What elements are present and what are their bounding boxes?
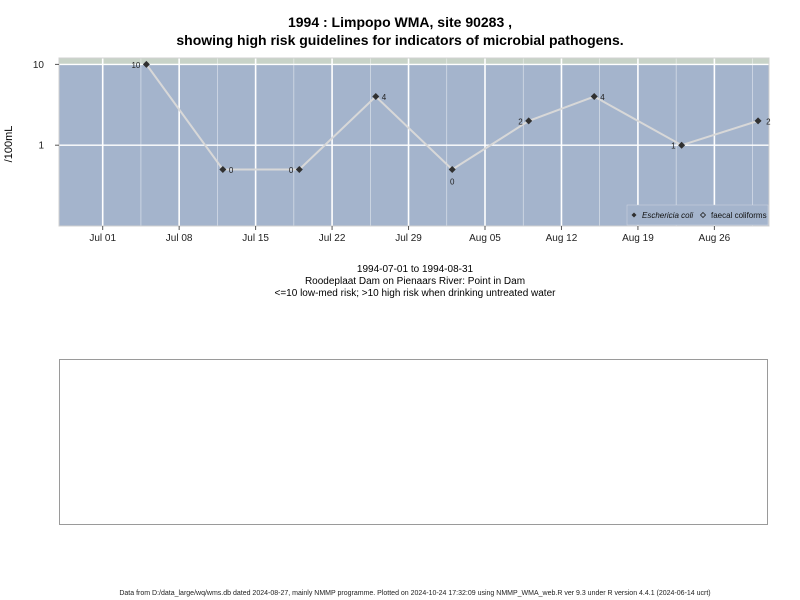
x-tick-label: Aug 19 — [622, 233, 654, 244]
x-tick-label: Jul 08 — [166, 233, 193, 244]
x-tick-label: Jul 01 — [89, 233, 116, 244]
data-point — [525, 117, 533, 125]
y-axis-label: /100mL — [3, 126, 15, 163]
data-point — [590, 93, 598, 101]
data-point — [372, 93, 380, 101]
data-label: 4 — [600, 93, 605, 102]
data-point — [219, 166, 227, 174]
x-tick-label: Aug 05 — [469, 233, 501, 244]
x-tick-label: Jul 29 — [395, 233, 422, 244]
data-label: 0 — [229, 166, 234, 175]
legend-marker-faecal — [699, 211, 707, 219]
data-point — [754, 117, 762, 125]
data-label: 2 — [766, 117, 771, 126]
data-point — [142, 60, 150, 68]
plot-border — [58, 57, 770, 227]
x-tick-label: Aug 12 — [546, 233, 578, 244]
footer-note: Data from D:/data_large/wq/wms.db dated … — [119, 590, 711, 597]
data-point — [448, 166, 456, 174]
data-label: 2 — [518, 117, 523, 126]
y-tick-label: 1 — [38, 141, 44, 152]
data-label: 4 — [382, 93, 387, 102]
empty-panel — [59, 359, 768, 525]
legend-label-ecoli: Eschericia coli — [642, 211, 693, 220]
legend-marker-ecoli — [631, 212, 637, 218]
data-label: 10 — [131, 61, 140, 70]
data-label: 0 — [450, 178, 455, 187]
caption-date-range: 1994-07-01 to 1994-08-31 — [356, 264, 474, 275]
legend-label-faecal: faecal coliforms — [711, 211, 767, 220]
plot-background — [59, 58, 769, 226]
high-risk-band — [59, 58, 769, 65]
chart-title-line-1: 1994 : Limpopo WMA, site 90283 , — [287, 14, 513, 30]
data-label: 0 — [289, 166, 294, 175]
caption-risk-note: <=10 low-med risk; >10 high risk when dr… — [274, 288, 556, 299]
x-tick-label: Jul 15 — [242, 233, 269, 244]
x-tick-label: Jul 22 — [319, 233, 346, 244]
chart-title-line-2: showing high risk guidelines for indicat… — [176, 32, 624, 48]
caption-location: Roodeplaat Dam on Pienaars River: Point … — [304, 276, 526, 287]
data-label: 1 — [671, 142, 676, 151]
data-point — [678, 141, 686, 149]
y-tick-label: 10 — [33, 60, 45, 71]
legend-box — [626, 204, 769, 226]
data-point — [295, 166, 303, 174]
x-tick-label: Aug 26 — [699, 233, 731, 244]
